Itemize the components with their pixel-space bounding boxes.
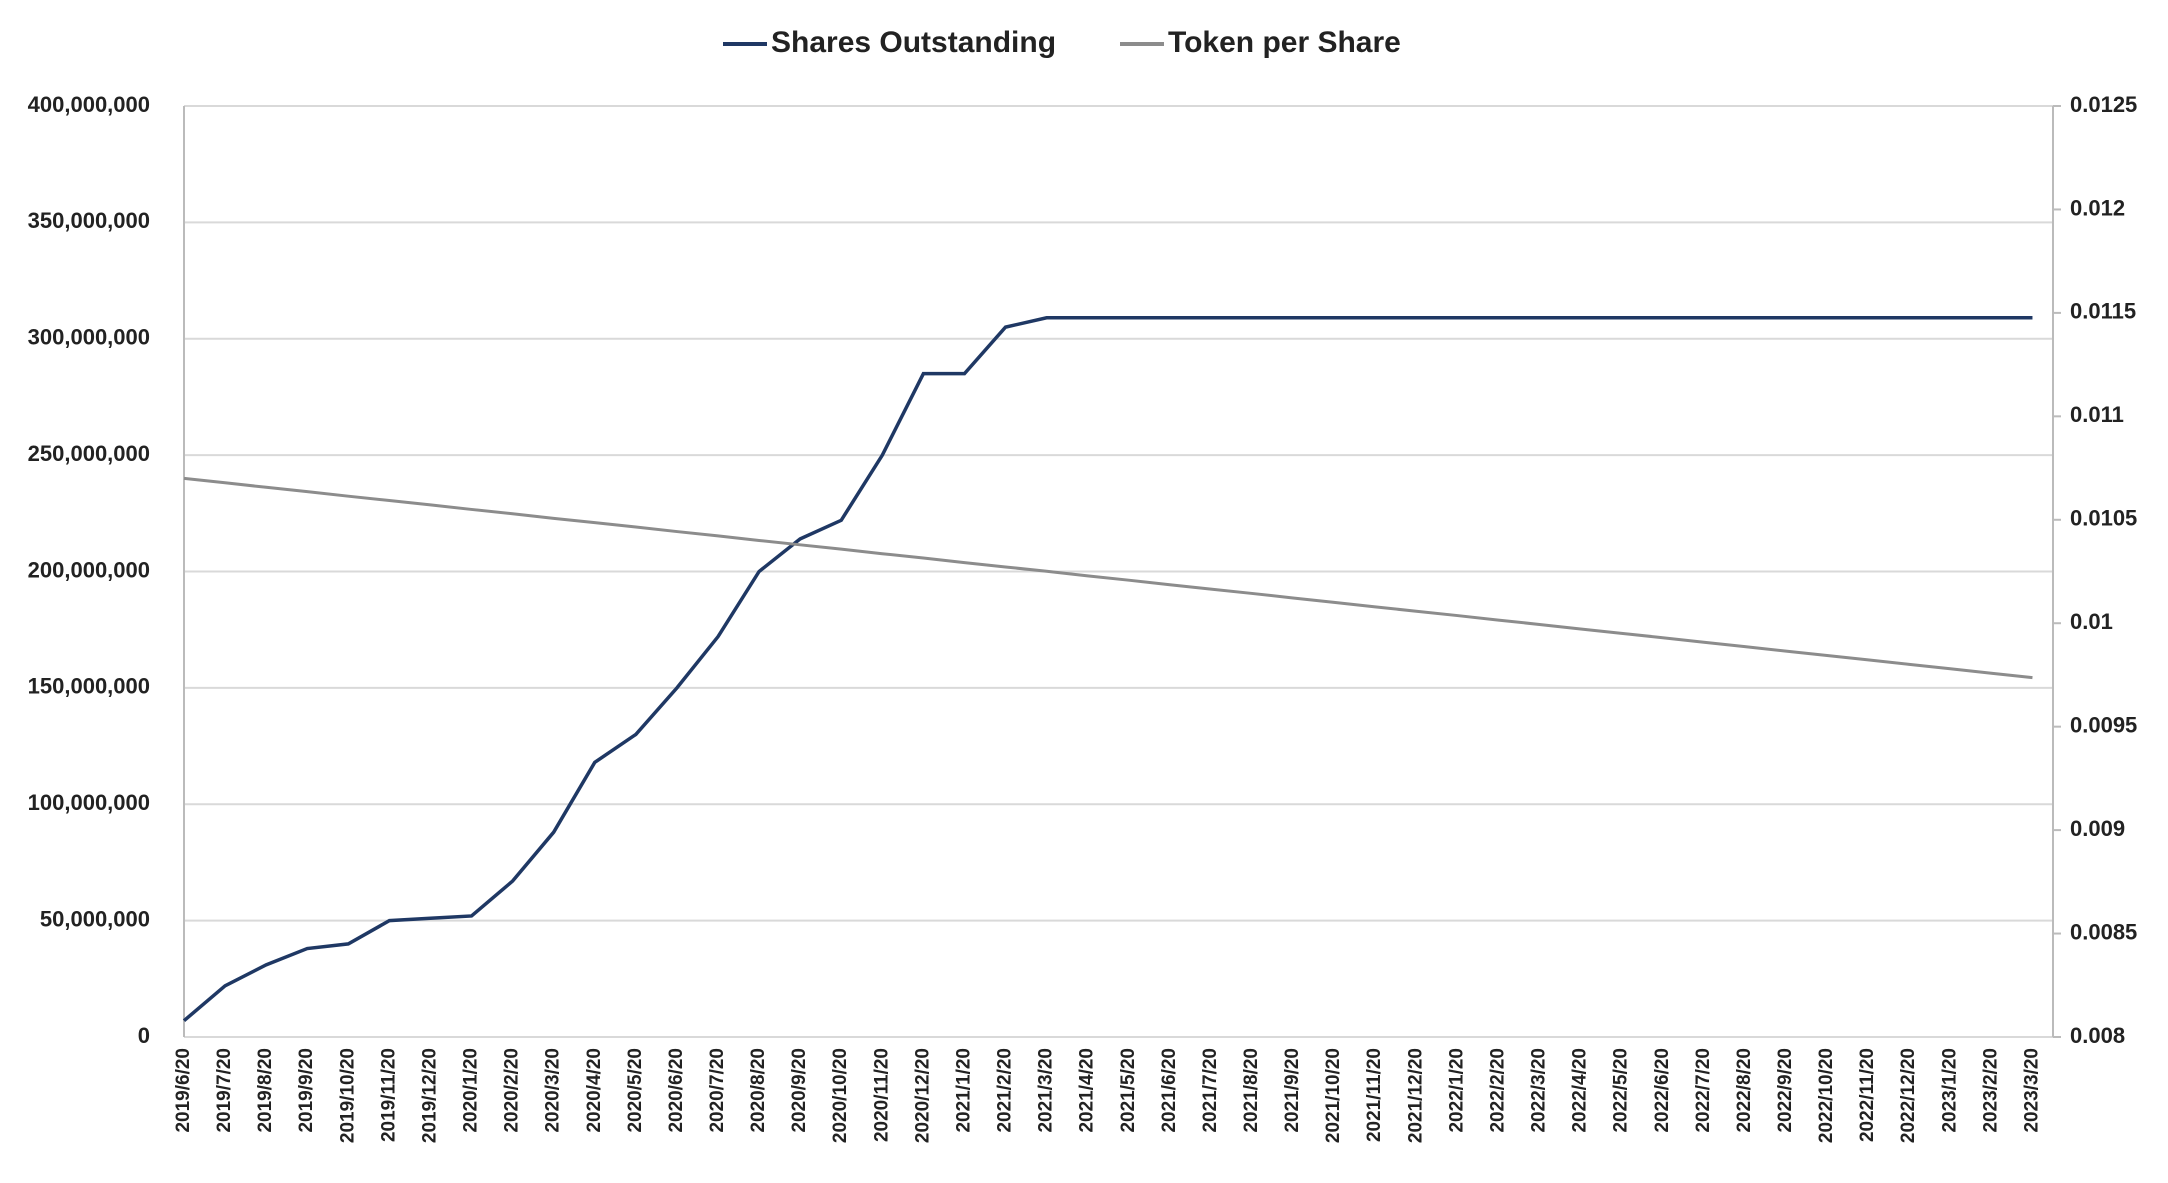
x-tick-label: 2020/11/20: [871, 1048, 892, 1142]
x-tick-label: 2021/10/20: [1323, 1048, 1344, 1143]
x-tick-label: 2021/11/20: [1364, 1048, 1385, 1142]
x-tick-label: 2022/2/20: [1487, 1048, 1508, 1133]
x-tick-label: 2022/1/20: [1446, 1048, 1467, 1133]
x-tick-label: 2020/2/20: [502, 1048, 523, 1133]
y2-tick-label: 0.008: [2070, 1023, 2125, 1048]
x-tick-label: 2021/5/20: [1118, 1048, 1139, 1133]
x-tick-label: 2021/7/20: [1200, 1048, 1221, 1133]
x-tick-label: 2019/8/20: [255, 1048, 276, 1133]
y-tick-label: 0: [138, 1023, 150, 1048]
x-tick-label: 2021/8/20: [1241, 1048, 1262, 1133]
x-tick-label: 2022/8/20: [1734, 1048, 1755, 1133]
x-tick-label: 2019/12/20: [419, 1048, 440, 1143]
y2-tick-label: 0.009: [2070, 816, 2125, 841]
x-tick-label: 2020/9/20: [789, 1048, 810, 1133]
x-tick-label: 2020/12/20: [912, 1048, 933, 1143]
x-tick-label: 2022/3/20: [1529, 1048, 1550, 1133]
x-tick-label: 2022/9/20: [1775, 1048, 1796, 1133]
x-tick-label: 2019/11/20: [378, 1048, 399, 1142]
y-tick-label: 400,000,000: [28, 92, 150, 117]
x-tick-label: 2021/9/20: [1282, 1048, 1303, 1133]
y2-tick-label: 0.0105: [2070, 506, 2137, 531]
x-tick-label: 2019/9/20: [296, 1048, 317, 1133]
y-tick-label: 300,000,000: [28, 325, 150, 350]
x-tick-label: 2021/2/20: [995, 1048, 1016, 1133]
x-tick-label: 2022/12/20: [1898, 1048, 1919, 1143]
y-tick-label: 100,000,000: [28, 790, 150, 815]
x-tick-label: 2020/4/20: [584, 1048, 605, 1133]
x-tick-label: 2020/1/20: [461, 1048, 482, 1133]
x-tick-label: 2023/1/20: [1939, 1048, 1960, 1133]
x-tick-label: 2022/7/20: [1693, 1048, 1714, 1133]
x-tick-label: 2020/3/20: [543, 1048, 564, 1133]
x-tick-label: 2023/3/20: [2021, 1048, 2042, 1133]
y-tick-label: 150,000,000: [28, 674, 150, 699]
y2-tick-label: 0.0115: [2070, 299, 2136, 324]
y-tick-label: 350,000,000: [28, 208, 150, 233]
x-tick-label: 2021/4/20: [1077, 1048, 1098, 1133]
x-tick-label: 2022/11/20: [1857, 1048, 1878, 1142]
series-line: [183, 476, 2033, 680]
x-tick-label: 2020/8/20: [748, 1048, 769, 1133]
x-tick-label: 2019/7/20: [214, 1048, 235, 1133]
legend-label: Token per Share: [1168, 26, 1401, 59]
y2-tick-label: 0.0095: [2070, 712, 2137, 737]
x-tick-label: 2022/5/20: [1611, 1048, 1632, 1133]
y2-tick-label: 0.0125: [2070, 92, 2137, 117]
x-tick-label: 2021/1/20: [953, 1048, 974, 1133]
x-tick-label: 2020/6/20: [666, 1048, 687, 1133]
y2-tick-label: 0.0085: [2070, 919, 2137, 944]
x-tick-label: 2020/10/20: [830, 1048, 851, 1143]
x-tick-label: 2022/10/20: [1816, 1048, 1837, 1143]
x-tick-label: 2021/6/20: [1159, 1048, 1180, 1133]
x-tick-label: 2023/2/20: [1980, 1048, 2001, 1133]
y-tick-label: 200,000,000: [28, 557, 150, 582]
x-tick-label: 2019/6/20: [173, 1048, 194, 1133]
y2-tick-label: 0.011: [2070, 402, 2124, 427]
x-tick-label: 2022/6/20: [1652, 1048, 1673, 1133]
series-line: [182, 316, 2033, 1023]
y-tick-label: 250,000,000: [28, 441, 150, 466]
x-tick-label: 2020/5/20: [625, 1048, 646, 1133]
x-tick-label: 2019/10/20: [337, 1048, 358, 1143]
y2-tick-label: 0.01: [2070, 609, 2113, 634]
x-tick-label: 2021/12/20: [1405, 1048, 1426, 1143]
y2-tick-label: 0.012: [2070, 195, 2125, 220]
legend-label: Shares Outstanding: [771, 26, 1056, 59]
y-tick-label: 50,000,000: [40, 906, 150, 931]
x-tick-label: 2022/4/20: [1570, 1048, 1591, 1133]
x-tick-label: 2020/7/20: [707, 1048, 728, 1133]
x-tick-label: 2021/3/20: [1036, 1048, 1057, 1133]
